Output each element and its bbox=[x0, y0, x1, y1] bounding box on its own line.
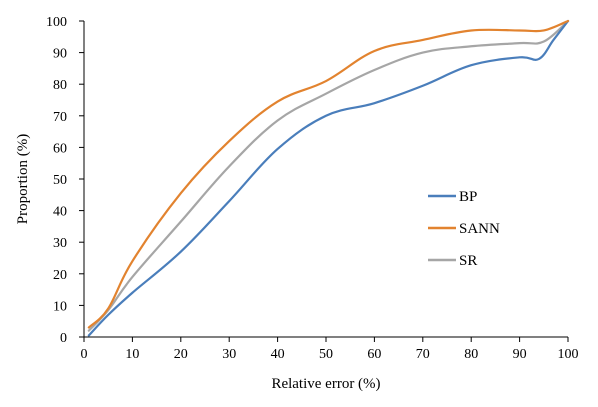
y-tick-label: 10 bbox=[53, 299, 67, 314]
x-tick-label: 30 bbox=[222, 347, 236, 362]
x-tick-label: 90 bbox=[513, 347, 527, 362]
x-tick-label: 20 bbox=[174, 347, 188, 362]
legend-label-sr: SR bbox=[459, 253, 477, 269]
series-line-sr bbox=[87, 19, 570, 332]
y-tick-label: 40 bbox=[53, 205, 67, 220]
x-tick-label: 60 bbox=[367, 347, 381, 362]
y-tick-label: 0 bbox=[60, 331, 67, 346]
x-tick-label: 80 bbox=[464, 347, 478, 362]
legend-label-bp: BP bbox=[459, 189, 477, 205]
x-tick-label: 70 bbox=[416, 347, 430, 362]
y-tick-label: 20 bbox=[53, 268, 67, 283]
series-layer bbox=[87, 19, 570, 337]
y-tick-label: 80 bbox=[53, 78, 67, 93]
series-line-sann bbox=[87, 19, 570, 329]
legend: BP SANN SR bbox=[428, 189, 500, 269]
series-line-bp bbox=[87, 19, 570, 337]
x-tick-label: 100 bbox=[558, 347, 579, 362]
x-axis-title: Relative error (%) bbox=[271, 376, 380, 392]
y-ticks: 0 10 20 30 40 50 60 70 80 90 100 bbox=[46, 15, 84, 346]
y-tick-label: 60 bbox=[53, 141, 67, 156]
y-tick-label: 70 bbox=[53, 110, 67, 125]
x-tick-label: 10 bbox=[125, 347, 139, 362]
axes bbox=[83, 21, 568, 338]
x-tick-label: 50 bbox=[319, 347, 333, 362]
legend-label-sann: SANN bbox=[459, 221, 500, 237]
x-tick-label: 40 bbox=[271, 347, 285, 362]
y-tick-label: 50 bbox=[53, 173, 67, 188]
y-tick-label: 90 bbox=[53, 47, 67, 62]
y-axis-title: Proportion (%) bbox=[15, 134, 31, 224]
y-tick-label: 100 bbox=[46, 15, 67, 30]
x-ticks: 0 10 20 30 40 50 60 70 80 90 100 bbox=[81, 337, 579, 362]
y-tick-label: 30 bbox=[53, 236, 67, 251]
x-tick-label: 0 bbox=[81, 347, 88, 362]
